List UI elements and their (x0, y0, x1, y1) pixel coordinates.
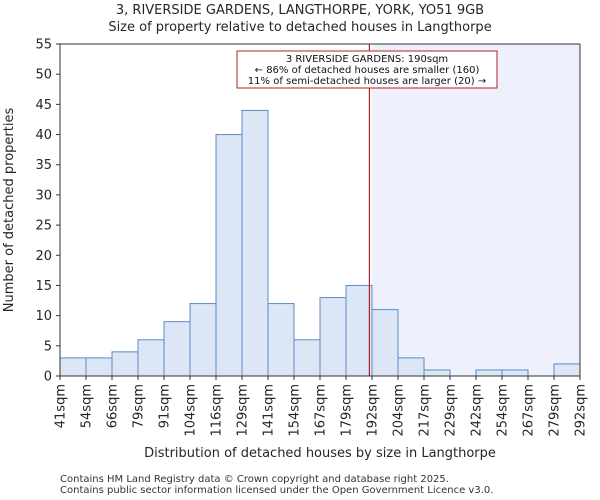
y-tick-label-0: 0 (44, 370, 52, 385)
y-tick-label-5: 5 (44, 339, 52, 354)
bar-91sqm (163, 321, 191, 377)
x-tick-label-254sqm: 254sqm (496, 384, 511, 437)
x-tick-label-154sqm: 154sqm (288, 384, 303, 437)
x-tick-label-129sqm: 129sqm (236, 384, 251, 437)
bar-179sqm (345, 284, 373, 377)
bar-192sqm (371, 309, 399, 377)
x-tick-label-66sqm: 66sqm (106, 384, 121, 428)
footer-line-2: Contains public sector information licen… (60, 485, 494, 496)
x-tick-label-141sqm: 141sqm (262, 384, 277, 437)
bar-129sqm (241, 109, 269, 377)
bar-116sqm (215, 134, 243, 377)
y-axis-label: Number of detached properties (2, 108, 17, 313)
bar-279sqm (553, 363, 581, 377)
y-tick-label-25: 25 (35, 219, 52, 234)
y-ticks-group: 0 5 10 15 20 25 30 35 40 45 50 55 (35, 38, 60, 385)
x-tick-label-242sqm: 242sqm (470, 384, 485, 437)
x-tick-label-54sqm: 54sqm (80, 384, 95, 428)
y-tick-label-35: 35 (35, 158, 52, 173)
x-tick-label-279sqm: 279sqm (548, 384, 563, 437)
bar-242sqm (475, 369, 503, 377)
bar-141sqm (267, 303, 295, 377)
bars-group (59, 109, 581, 377)
bar-204sqm (397, 357, 425, 377)
chart-title: 3, RIVERSIDE GARDENS, LANGTHORPE, YORK, … (115, 3, 485, 18)
y-tick-label-15: 15 (35, 279, 52, 294)
x-tick-label-104sqm: 104sqm (184, 384, 199, 437)
y-tick-label-45: 45 (35, 98, 52, 113)
larger-region-shade (372, 44, 580, 376)
y-tick-label-20: 20 (35, 249, 52, 264)
bar-79sqm (137, 339, 165, 377)
bar-254sqm (501, 369, 529, 377)
y-tick-label-50: 50 (35, 68, 52, 83)
x-tick-label-79sqm: 79sqm (132, 384, 147, 428)
x-tick-label-192sqm: 192sqm (366, 384, 381, 437)
y-tick-label-10: 10 (35, 309, 52, 324)
footer-line-1: Contains HM Land Registry data © Crown c… (60, 474, 449, 485)
x-tick-label-91sqm: 91sqm (158, 384, 173, 428)
y-tick-label-40: 40 (35, 128, 52, 143)
x-tick-label-267sqm: 267sqm (522, 384, 537, 437)
x-tick-label-41sqm: 41sqm (54, 384, 69, 428)
x-tick-label-292sqm: 292sqm (574, 384, 589, 437)
annotation-line-2: ← 86% of detached houses are smaller (16… (255, 65, 480, 76)
y-tick-label-30: 30 (35, 188, 52, 203)
bar-104sqm (189, 303, 217, 377)
x-tick-label-167sqm: 167sqm (314, 384, 329, 437)
bar-66sqm (111, 351, 139, 377)
bar-154sqm (293, 339, 321, 377)
x-tick-label-229sqm: 229sqm (444, 384, 459, 437)
x-axis-label: Distribution of detached houses by size … (144, 446, 496, 461)
x-tick-label-179sqm: 179sqm (340, 384, 355, 437)
chart-subtitle: Size of property relative to detached ho… (108, 20, 492, 35)
annotation-line-1: 3 RIVERSIDE GARDENS: 190sqm (286, 54, 448, 65)
annotation-line-3: 11% of semi-detached houses are larger (… (248, 76, 486, 87)
x-tick-label-204sqm: 204sqm (392, 384, 407, 437)
x-tick-label-116sqm: 116sqm (210, 384, 225, 437)
bar-54sqm (85, 357, 113, 377)
bar-217sqm (423, 369, 451, 377)
bar-41sqm (59, 357, 87, 377)
bar-167sqm (319, 297, 347, 377)
annotation-box (236, 50, 498, 89)
x-ticks-group: 41sqm 54sqm 66sqm 79sqm 91sqm 104sqm 116sqm 129… (54, 376, 589, 437)
y-tick-label-55: 55 (35, 38, 52, 53)
x-tick-label-217sqm: 217sqm (418, 384, 433, 437)
